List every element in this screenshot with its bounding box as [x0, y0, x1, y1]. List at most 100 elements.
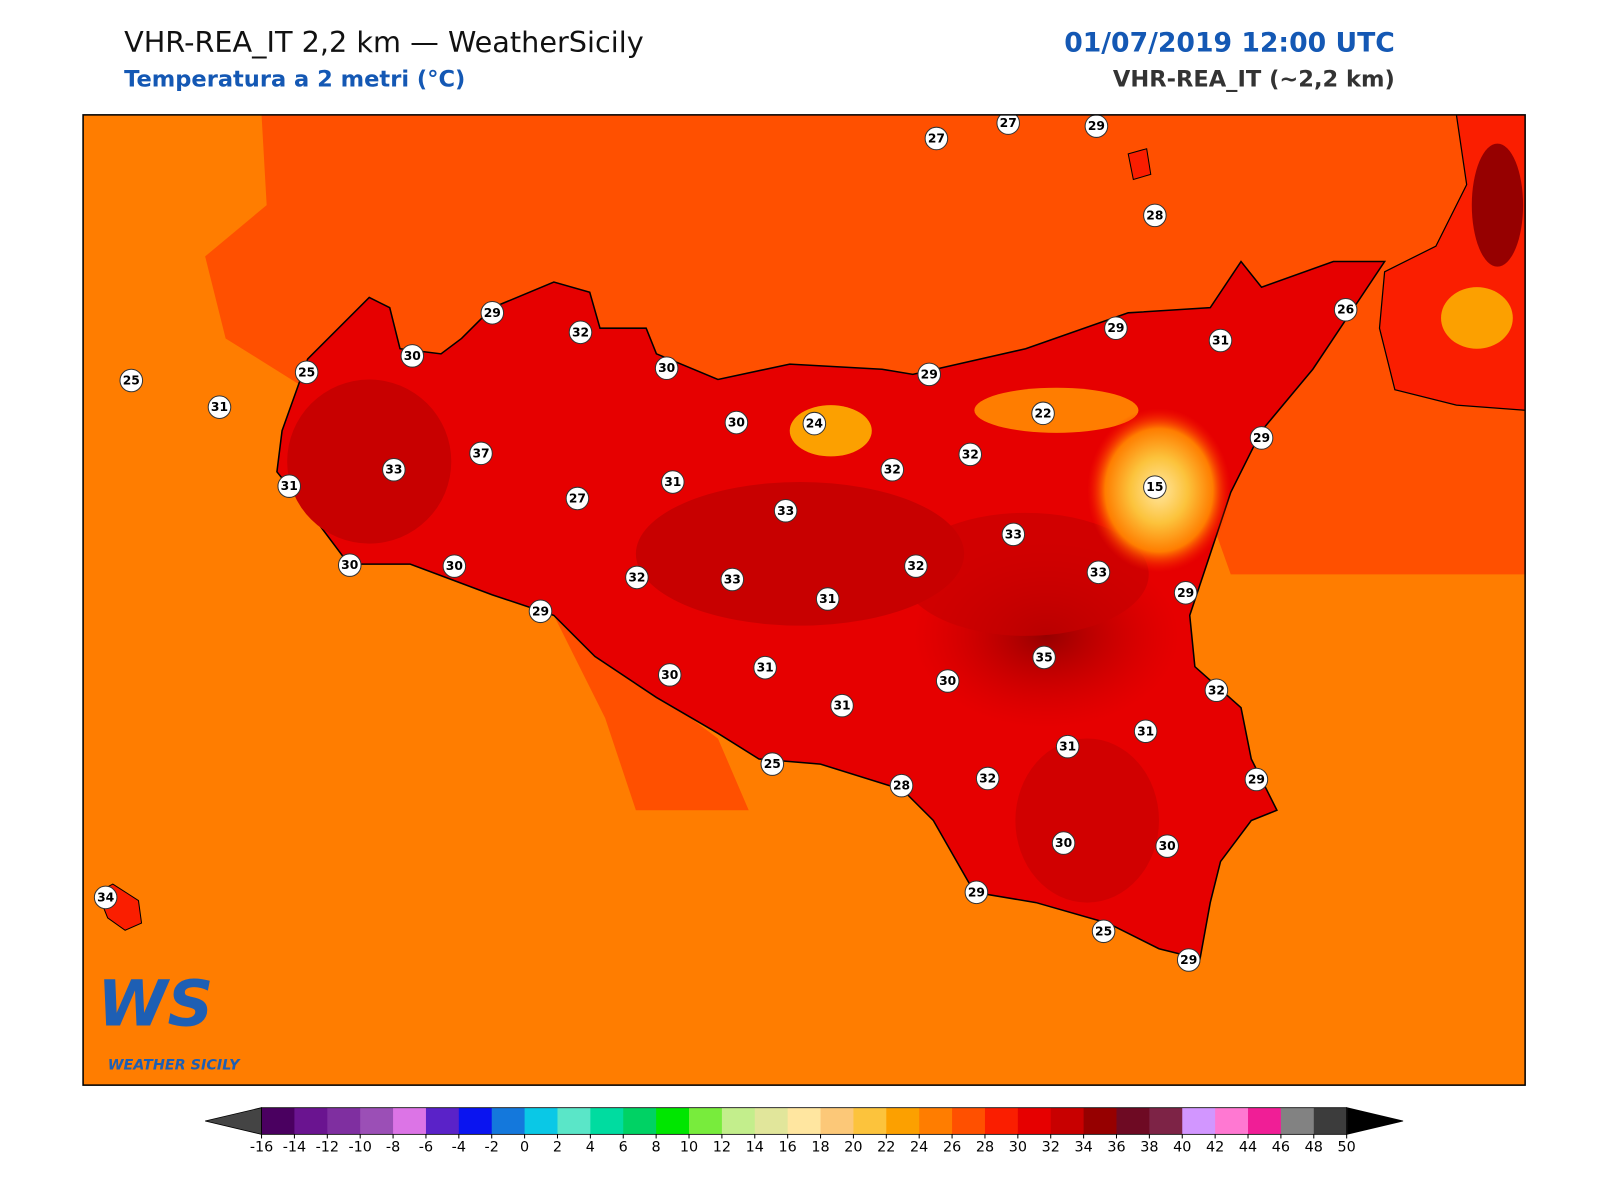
- colorbar-bin: [491, 1107, 526, 1135]
- station: 30: [935, 669, 960, 693]
- title: VHR-REA_IT 2,2 km — WeatherSicily: [124, 25, 644, 59]
- station-marker: [400, 344, 425, 368]
- station-value: 29: [1248, 772, 1265, 786]
- station-value: 32: [1208, 683, 1225, 697]
- station: 30: [1155, 834, 1179, 858]
- station-marker: [1051, 831, 1076, 855]
- stations: 27 27 29 28 29 32 30 30 25 25 31 37 33 31 24 30 31 27 30 30…: [93, 114, 1358, 972]
- station-value: 30: [404, 349, 421, 363]
- colorbar-under: [205, 1107, 262, 1135]
- station-value: 30: [1159, 839, 1176, 853]
- colorbar-bin: [623, 1107, 657, 1135]
- station-value: 29: [1107, 321, 1124, 335]
- station-marker: [880, 457, 905, 482]
- colorbar-bin: [524, 1107, 558, 1135]
- colorbar-bin: [393, 1107, 427, 1135]
- station-marker: [528, 599, 553, 624]
- station-marker: [720, 567, 745, 592]
- station-value: 35: [1036, 650, 1053, 664]
- colorbar-tick-label: 8: [652, 1140, 661, 1156]
- station-marker: [996, 114, 1020, 135]
- colorbar-tick-label: 12: [713, 1140, 731, 1156]
- station-value: 30: [728, 416, 745, 430]
- station: 33: [1001, 522, 1026, 547]
- station-value: 28: [1146, 208, 1163, 222]
- station-value: 26: [1337, 303, 1354, 317]
- colorbar-tick-label: 26: [943, 1140, 961, 1156]
- colorbar-tick-label: 44: [1239, 1140, 1257, 1156]
- colorbar-tick-label: 36: [1107, 1140, 1125, 1156]
- colorbar-bin: [557, 1107, 591, 1135]
- colorbar-bin: [919, 1107, 953, 1135]
- colorbar-bin: [1116, 1107, 1150, 1135]
- logo-name: WEATHER SICILY: [108, 1058, 241, 1074]
- station: 32: [904, 554, 928, 578]
- colorbar-bin: [1149, 1107, 1183, 1135]
- station: 31: [1055, 734, 1080, 759]
- colorbar-tick-label: -6: [419, 1140, 433, 1156]
- colorbar-over: [1346, 1107, 1404, 1135]
- station: 28: [1143, 203, 1167, 228]
- station-value: 27: [928, 131, 945, 145]
- station-marker: [661, 470, 685, 494]
- station: 30: [654, 356, 679, 380]
- station: 29: [480, 301, 505, 325]
- station-marker: [964, 880, 989, 905]
- colorbar-bin: [820, 1107, 854, 1135]
- station: 33: [720, 567, 745, 592]
- station-value: 33: [777, 504, 794, 518]
- logo: WS WEATHER SICILY: [97, 967, 241, 1074]
- colorbar-bin: [1313, 1107, 1348, 1135]
- station-value: 25: [764, 757, 781, 771]
- colorbar-tick-label: 30: [1009, 1140, 1027, 1156]
- station: 29: [1104, 316, 1128, 340]
- colorbar-bin: [261, 1107, 295, 1135]
- station: 29: [528, 599, 553, 624]
- station-value: 31: [819, 592, 836, 606]
- station: 31: [1133, 719, 1158, 744]
- station: 37: [469, 441, 493, 466]
- station-marker: [904, 554, 928, 578]
- station: 33: [1086, 560, 1111, 585]
- station: 30: [657, 663, 682, 687]
- station: 32: [975, 766, 1000, 791]
- colorbar-bin: [853, 1107, 887, 1135]
- colorbar-tick-label: 16: [779, 1140, 797, 1156]
- colorbar-tick-label: 6: [619, 1140, 628, 1156]
- colorbar-bin: [1017, 1107, 1052, 1135]
- station-marker: [1031, 401, 1055, 426]
- station: 25: [294, 360, 319, 385]
- station-marker: [1333, 297, 1358, 322]
- colorbar-tick-label: 18: [811, 1140, 829, 1156]
- station-value: 28: [893, 779, 910, 793]
- station: 27: [996, 114, 1020, 135]
- colorbar-tick-label: 50: [1338, 1140, 1356, 1156]
- station-value: 29: [1177, 586, 1194, 600]
- station: 31: [277, 474, 302, 498]
- station-marker: [565, 486, 590, 511]
- station: 35: [1032, 645, 1056, 670]
- island: [1127, 148, 1152, 181]
- station-marker: [277, 474, 302, 498]
- station: 31: [1208, 328, 1233, 353]
- station: 29: [1173, 581, 1198, 605]
- model-label: VHR-REA_IT (~2,2 km): [1113, 67, 1395, 93]
- station-value: 31: [1059, 740, 1076, 754]
- station-value: 31: [833, 699, 850, 713]
- station: 30: [400, 344, 425, 368]
- station-value: 25: [1095, 924, 1112, 938]
- colorbar-bin: [1083, 1107, 1118, 1135]
- hot-area: [287, 379, 452, 544]
- station-value: 27: [1000, 116, 1017, 130]
- station-value: 31: [1212, 334, 1229, 348]
- station-marker: [773, 498, 798, 523]
- station-value: 30: [1055, 836, 1072, 850]
- sea-warm: [553, 615, 749, 811]
- map-frame: [82, 114, 1526, 1086]
- colorbar-tick-label: 38: [1140, 1140, 1158, 1156]
- station-marker: [1104, 316, 1128, 340]
- station-marker: [958, 442, 983, 467]
- station-marker: [442, 554, 467, 578]
- colorbar-bin: [1280, 1107, 1315, 1135]
